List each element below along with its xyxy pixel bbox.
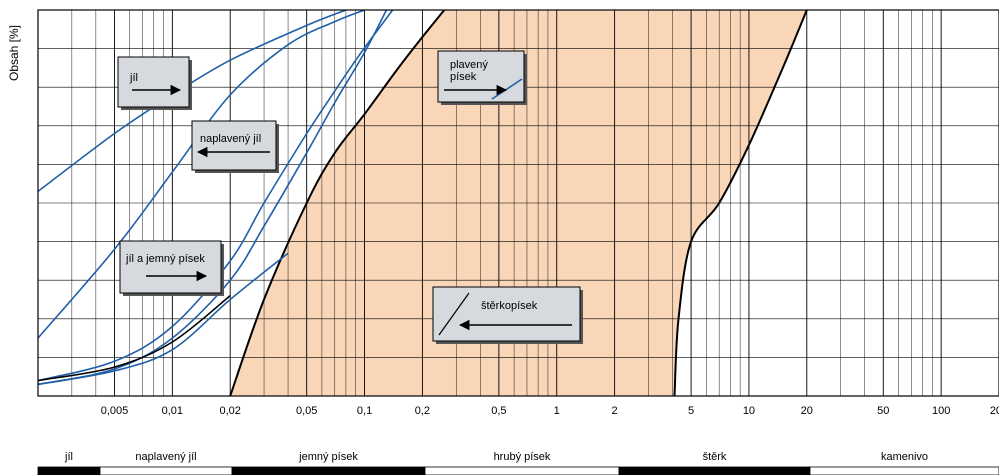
series-line-5 bbox=[38, 252, 289, 386]
series-line-jil-a-jemny-pisek bbox=[38, 10, 394, 382]
x-tick-label: 0,1 bbox=[357, 405, 372, 417]
series-line-plaveny-pisek bbox=[38, 10, 388, 386]
category-bar-naplaveny-jil bbox=[99, 466, 233, 475]
category-bar-hruby-pisek bbox=[424, 466, 620, 475]
annotations: jíl naplavený jíl jíl a jemný písek plavený… bbox=[117, 50, 583, 344]
x-tick-label: 100 bbox=[932, 405, 950, 417]
annotation-sterkopisek: štěrkopísek bbox=[432, 286, 583, 344]
annotation-label: plavený bbox=[450, 59, 488, 71]
x-tick-label: 2 bbox=[612, 405, 618, 417]
series-lines bbox=[38, 10, 394, 386]
category-bar-kamenivo bbox=[809, 466, 999, 475]
plot-frame bbox=[37, 9, 999, 397]
x-tick-label: 0,5 bbox=[491, 405, 506, 417]
annotation-label: jíl a jemný písek bbox=[125, 253, 205, 265]
x-tick-label: 1 bbox=[554, 405, 560, 417]
category-bar-jemny-pisek bbox=[231, 466, 426, 475]
annotation-box bbox=[119, 240, 222, 294]
annotation-label: naplavený jíl bbox=[200, 133, 261, 145]
x-tick-label: 5 bbox=[688, 405, 694, 417]
x-tick-label: 10 bbox=[743, 405, 755, 417]
y-axis-label: Obsah [%] bbox=[7, 25, 21, 81]
axes: Obsah [%] 0,005 0,01 0,02 0,05 0,1 0,2 0,5 1 2 5 10… bbox=[7, 9, 999, 417]
annotation-slash bbox=[438, 292, 470, 336]
series-line-naplaveny-jil bbox=[38, 10, 365, 339]
annotation-jil-a-jemny-pisek: jíl a jemný písek bbox=[119, 240, 224, 296]
annotation-box bbox=[432, 286, 581, 342]
annotation-label: štěrkopísek bbox=[481, 300, 538, 312]
annotation-jil: jíl bbox=[117, 56, 192, 110]
annotation-label: jíl bbox=[129, 72, 138, 84]
annotation-box bbox=[117, 56, 190, 108]
annotation-box bbox=[191, 120, 277, 171]
series-line-jil bbox=[38, 10, 347, 193]
category-bar-jil bbox=[37, 466, 101, 475]
category-label-kamenivo: kamenivo bbox=[881, 451, 928, 463]
x-tick-label: 0,05 bbox=[296, 405, 317, 417]
annotation-label: písek bbox=[450, 71, 477, 83]
x-tick-label: 0,02 bbox=[219, 405, 240, 417]
annotation-naplaveny-jil: naplavený jíl bbox=[191, 120, 279, 173]
x-tick-label: 0,2 bbox=[415, 405, 430, 417]
category-label-jemny-pisek: jemný písek bbox=[298, 451, 358, 463]
x-tick-label: 20 bbox=[801, 405, 813, 417]
category-label-naplaveny-jil: naplavený jíl bbox=[135, 451, 196, 463]
x-tick-label: 200 bbox=[990, 405, 999, 417]
x-tick-label: 0,005 bbox=[101, 405, 129, 417]
category-label-sterk: štěrk bbox=[703, 451, 727, 463]
x-tick-label: 50 bbox=[877, 405, 889, 417]
x-tick-label: 0,01 bbox=[162, 405, 183, 417]
category-label-jil: jíl bbox=[64, 451, 73, 463]
category-label-hruby-pisek: hrubý písek bbox=[494, 451, 551, 463]
soil-category-bar: jíl naplavený jíl jemný písek hrubý písek št… bbox=[37, 451, 999, 475]
category-bar-sterk bbox=[618, 466, 811, 475]
series-line-6 bbox=[38, 294, 231, 382]
annotation-box bbox=[437, 50, 525, 103]
